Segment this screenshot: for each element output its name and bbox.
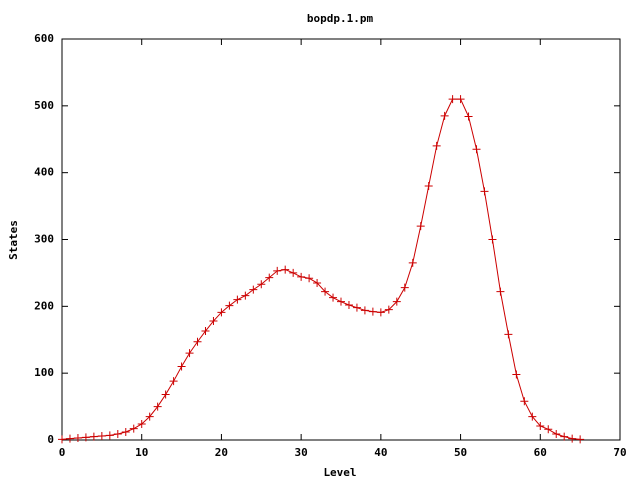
y-tick-label: 0 (47, 433, 54, 446)
point-marker (384, 305, 393, 314)
point-marker (241, 291, 250, 300)
point-marker (169, 377, 178, 386)
point-marker (456, 95, 465, 104)
y-tick-label: 100 (34, 366, 54, 379)
point-marker (177, 362, 186, 371)
point-marker (344, 300, 353, 309)
point-marker (424, 182, 433, 191)
point-marker (368, 307, 377, 316)
point-marker (360, 306, 369, 315)
point-marker (552, 429, 561, 438)
point-marker (520, 397, 529, 406)
point-marker (337, 297, 345, 306)
point-marker (560, 432, 569, 441)
point-marker (472, 145, 481, 154)
point-marker (233, 295, 242, 304)
point-marker (129, 424, 138, 433)
point-marker (305, 274, 314, 283)
point-marker (265, 273, 274, 282)
point-marker (257, 280, 266, 289)
point-marker (313, 278, 322, 287)
x-tick-label: 20 (215, 446, 228, 459)
point-marker (536, 421, 545, 430)
y-axis-label: States (7, 220, 20, 260)
y-tick-label: 600 (34, 32, 54, 45)
point-marker (249, 285, 258, 294)
x-tick-label: 70 (613, 446, 626, 459)
point-marker (81, 433, 90, 442)
x-tick-label: 0 (59, 446, 66, 459)
point-marker (576, 435, 585, 444)
y-tick-label: 200 (34, 299, 54, 312)
point-marker (209, 317, 218, 326)
x-axis-label: Level (323, 466, 356, 479)
point-marker (113, 429, 122, 438)
point-marker (65, 434, 74, 443)
point-marker (121, 427, 130, 436)
point-marker (225, 301, 234, 310)
point-marker (105, 431, 114, 440)
point-marker (161, 390, 170, 399)
point-marker (568, 434, 577, 443)
point-marker (504, 330, 513, 339)
point-marker (376, 308, 385, 317)
point-marker (528, 412, 537, 421)
point-marker (58, 435, 66, 444)
point-marker (289, 268, 298, 277)
point-marker (392, 297, 401, 306)
point-marker (321, 287, 330, 296)
data-line (61, 98, 581, 440)
point-marker (480, 187, 489, 196)
point-marker (400, 283, 409, 292)
point-marker (512, 370, 521, 379)
point-marker (73, 433, 82, 442)
point-marker (153, 402, 162, 411)
point-marker (416, 222, 425, 231)
point-marker (488, 235, 497, 244)
x-tick-label: 50 (454, 446, 467, 459)
y-tick-label: 300 (34, 233, 54, 246)
point-marker (464, 112, 473, 121)
point-marker (185, 349, 194, 358)
point-marker (544, 425, 553, 434)
point-marker (352, 303, 361, 312)
point-marker (89, 432, 98, 441)
point-marker (448, 95, 457, 104)
point-marker (408, 258, 417, 267)
point-marker (201, 327, 210, 336)
point-marker (432, 141, 441, 150)
point-marker (273, 266, 282, 275)
point-marker (193, 337, 202, 346)
point-marker (329, 293, 338, 302)
x-tick-label: 40 (374, 446, 387, 459)
point-marker (496, 287, 505, 296)
chart-title: bopdp.1.pm (307, 12, 374, 25)
x-tick-label: 60 (534, 446, 547, 459)
x-tick-label: 30 (295, 446, 308, 459)
point-marker (281, 265, 290, 274)
point-marker (440, 111, 449, 120)
point-marker (297, 272, 306, 281)
y-tick-label: 400 (34, 166, 54, 179)
point-marker (217, 308, 226, 317)
x-tick-label: 10 (135, 446, 148, 459)
point-marker (97, 431, 106, 440)
y-tick-label: 500 (34, 99, 54, 112)
point-marker (137, 419, 146, 428)
point-marker (145, 412, 154, 421)
